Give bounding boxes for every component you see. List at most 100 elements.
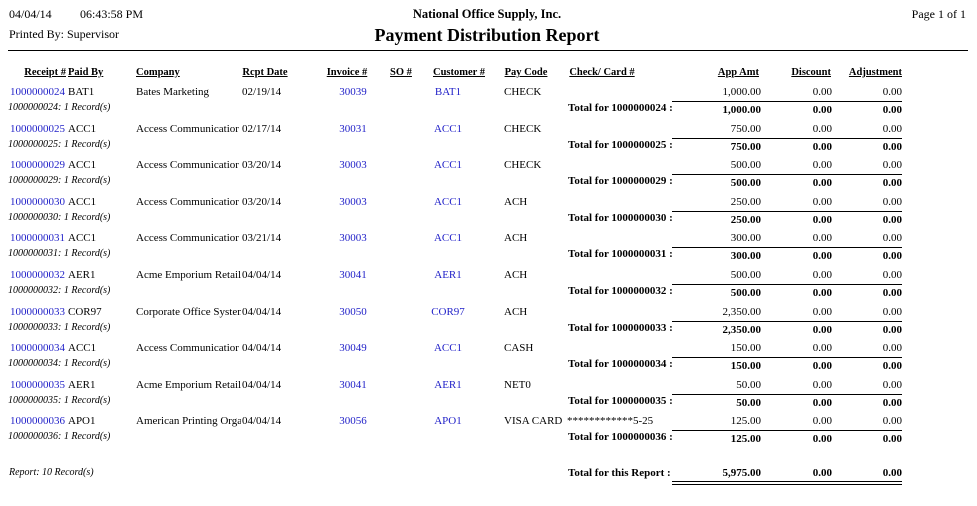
adjustment: 0.00 — [882, 305, 902, 318]
total-label: Total for 1000000035 : — [568, 394, 673, 407]
total-app-amount: 500.00 — [730, 287, 761, 299]
invoice-number: 30003 — [339, 159, 367, 172]
adjustment: 0.00 — [882, 415, 902, 428]
print-date: 04/04/14 — [9, 7, 52, 21]
customer-number: ACC1 — [433, 122, 463, 135]
subtotal-rule — [672, 430, 902, 432]
receipt-date: 04/04/14 — [242, 342, 282, 355]
record-count: 1000000030: 1 Record(s) — [8, 211, 111, 223]
record-count: 1000000032: 1 Record(s) — [8, 285, 111, 296]
record-count: 1000000029: 1 Record(s) — [8, 175, 111, 187]
customer-number: AER1 — [434, 378, 462, 391]
adjustment: 0.00 — [882, 232, 902, 245]
record-count: 1000000033: 1 Record(s) — [8, 321, 111, 333]
app-amount: 1,000.00 — [722, 86, 762, 98]
pay-code: ACH — [504, 195, 528, 208]
receipt-date: 04/04/14 — [242, 415, 282, 428]
total-app-amount: 125.00 — [730, 433, 761, 446]
subtotal-rule — [672, 247, 902, 249]
total-app-amount: 750.00 — [730, 140, 761, 153]
column-header: SO # — [390, 67, 412, 78]
receipt-number: 1000000029 — [10, 159, 65, 172]
total-label: Total for 1000000031 : — [568, 248, 673, 261]
total-adjustment: 0.00 — [882, 396, 902, 409]
record-count: 1000000036: 1 Record(s) — [8, 431, 111, 443]
column-header: Discount — [791, 67, 831, 78]
printed-by: Printed By: Supervisor — [9, 27, 119, 41]
receipt-number: 1000000034 — [10, 342, 65, 355]
total-discount: 0.00 — [812, 323, 832, 336]
total-label: Total for 1000000032 : — [568, 285, 673, 297]
receipt-date: 04/04/14 — [242, 378, 282, 391]
paid-by: ACC1 — [68, 122, 97, 135]
receipt-date: 03/21/14 — [242, 232, 282, 245]
pay-code: VISA CARD — [504, 415, 563, 428]
subtotal-rule — [672, 174, 902, 176]
app-amount: 750.00 — [730, 122, 761, 135]
header-rule — [8, 50, 968, 51]
customer-number: AER1 — [434, 269, 462, 281]
report-count: Report: 10 Record(s) — [9, 467, 94, 478]
paid-by: BAT1 — [68, 86, 95, 98]
subtotal-rule — [672, 320, 902, 322]
discount: 0.00 — [812, 415, 832, 428]
column-header: App Amt — [717, 67, 759, 78]
record-count: 1000000034: 1 Record(s) — [8, 358, 111, 370]
customer-number: COR97 — [431, 305, 465, 318]
adjustment: 0.00 — [882, 378, 902, 391]
adjustment: 0.00 — [882, 159, 902, 172]
app-amount: 125.00 — [730, 415, 761, 428]
pay-code: ACH — [504, 269, 528, 281]
receipt-number: 1000000030 — [10, 195, 65, 208]
receipt-number: 1000000025 — [10, 122, 65, 135]
invoice-number: 30050 — [339, 305, 367, 318]
subtotal-rule — [672, 137, 902, 139]
total-app-amount: 50.00 — [736, 396, 761, 409]
receipt-number: 1000000032 — [10, 269, 65, 281]
customer-number: BAT1 — [434, 86, 462, 98]
paid-by: AER1 — [68, 378, 96, 391]
pay-code: CHECK — [504, 122, 542, 135]
discount: 0.00 — [812, 269, 832, 281]
total-discount: 0.00 — [812, 104, 832, 116]
invoice-number: 30039 — [339, 86, 367, 98]
customer-number: ACC1 — [433, 342, 463, 355]
column-header: Check/ Card # — [569, 67, 635, 78]
discount: 0.00 — [812, 86, 832, 98]
column-header: Customer # — [432, 67, 485, 78]
invoice-number: 30041 — [339, 269, 367, 281]
company-name: National Office Supply, Inc. — [412, 7, 562, 21]
pay-code: ACH — [504, 305, 528, 318]
discount: 0.00 — [812, 305, 832, 318]
discount: 0.00 — [812, 195, 832, 208]
total-adjustment: 0.00 — [882, 360, 902, 373]
total-label: Total for 1000000024 : — [568, 102, 673, 114]
company: American Printing Orga — [136, 415, 241, 428]
record-count: 1000000025: 1 Record(s) — [8, 138, 111, 150]
column-header: Rcpt Date — [242, 67, 288, 78]
total-adjustment: 0.00 — [882, 433, 902, 446]
company: Access Communicatior — [136, 195, 239, 208]
adjustment: 0.00 — [882, 269, 902, 281]
total-app-amount: 250.00 — [730, 213, 761, 226]
column-header: Pay Code — [504, 67, 548, 78]
check-card-number: ************5-25 — [567, 415, 654, 428]
receipt-number: 1000000035 — [10, 378, 65, 391]
discount: 0.00 — [812, 232, 832, 245]
customer-number: ACC1 — [433, 232, 463, 245]
total-label: Total for 1000000033 : — [568, 321, 673, 334]
discount: 0.00 — [812, 342, 832, 355]
total-discount: 0.00 — [812, 396, 832, 409]
column-header: Company — [136, 67, 180, 78]
total-adjustment: 0.00 — [882, 213, 902, 226]
report-total-discount: 0.00 — [812, 467, 832, 479]
total-adjustment: 0.00 — [882, 323, 902, 336]
record-count: 1000000031: 1 Record(s) — [8, 248, 111, 260]
company: Access Communicatior — [136, 342, 239, 355]
total-adjustment: 0.00 — [882, 140, 902, 153]
paid-by: APO1 — [68, 415, 96, 428]
pay-code: NET0 — [504, 378, 531, 391]
receipt-number: 1000000033 — [10, 305, 65, 318]
pay-code: ACH — [504, 232, 528, 245]
total-discount: 0.00 — [812, 140, 832, 153]
